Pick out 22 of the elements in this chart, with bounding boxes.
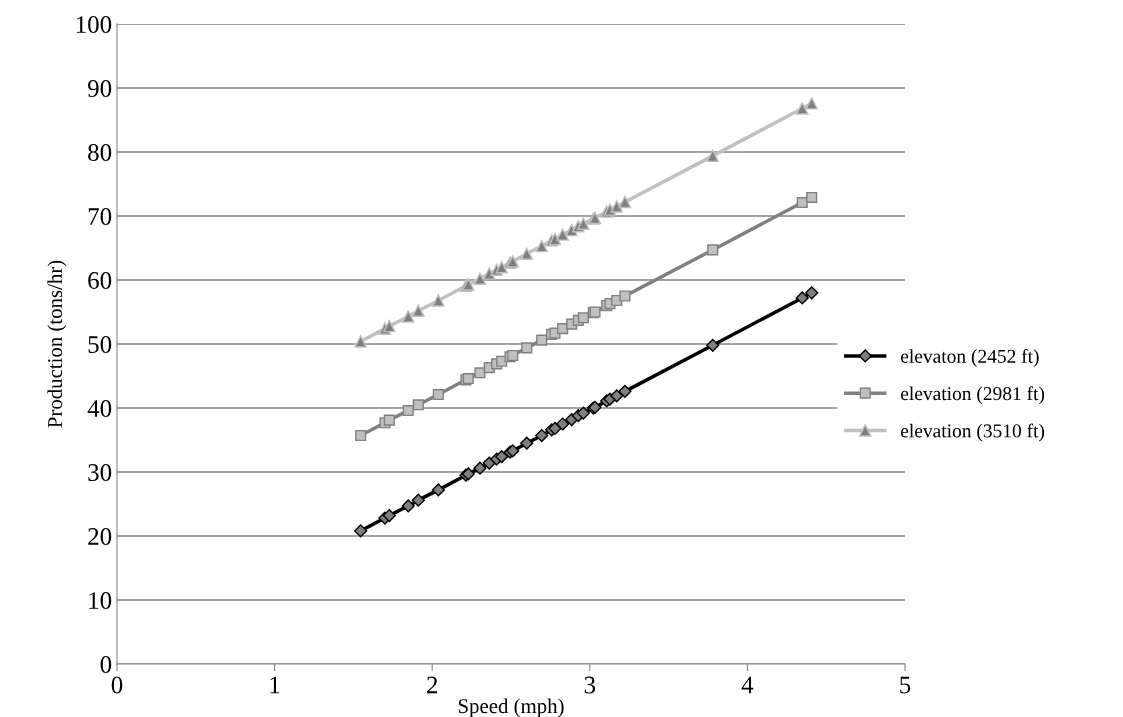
y-tick-label: 80 bbox=[88, 144, 112, 161]
x-tick-label: 2 bbox=[427, 676, 438, 694]
x-tick-label: 1 bbox=[270, 676, 280, 694]
y-tick-label: 70 bbox=[88, 208, 112, 225]
x-tick-label: 4 bbox=[741, 676, 754, 694]
y-tick-label: 0 bbox=[100, 656, 112, 673]
legend-label: elevaton (2452 ft) bbox=[901, 349, 1039, 367]
y-tick-label: 40 bbox=[87, 400, 112, 417]
y-tick-label: 90 bbox=[87, 80, 112, 97]
x-tick-label: 3 bbox=[584, 676, 596, 694]
y-tick-label: 20 bbox=[88, 528, 112, 545]
y-tick-label: 10 bbox=[89, 592, 112, 609]
legend-label: elevation (2981 ft) bbox=[901, 386, 1045, 405]
y-tick-label: 30 bbox=[88, 464, 112, 481]
y-tick-label: 50 bbox=[88, 336, 112, 353]
y-tick-label: 60 bbox=[88, 272, 112, 289]
x-tick-label: 0 bbox=[111, 676, 123, 694]
x-tick-label: 5 bbox=[900, 676, 911, 694]
x-axis-title: Speed (mph) bbox=[458, 698, 564, 717]
legend-label: elevation (3510 ft) bbox=[901, 423, 1045, 442]
y-tick-label: 100 bbox=[76, 16, 112, 33]
y-axis-title: Production (tons/hr) bbox=[47, 260, 67, 428]
